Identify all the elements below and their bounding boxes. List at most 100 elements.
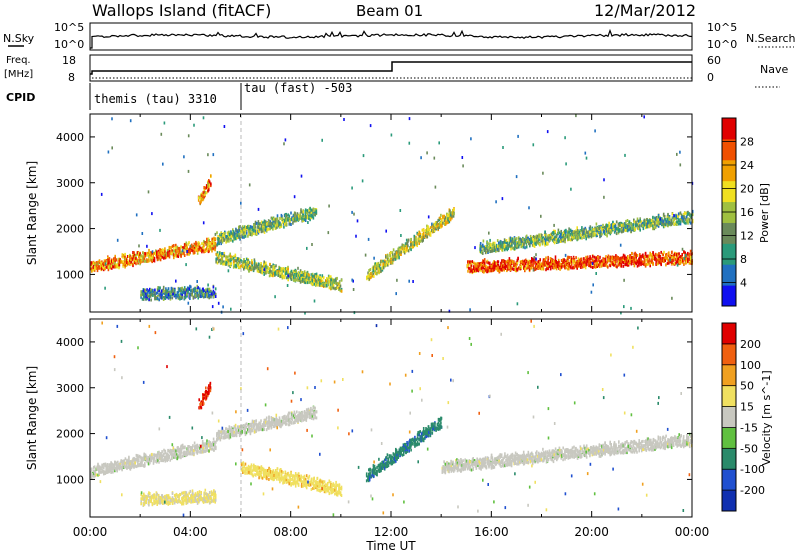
power-cell <box>615 260 617 264</box>
power-cell <box>312 207 315 211</box>
power-cell <box>605 263 607 267</box>
power-cell <box>619 260 622 264</box>
power-cell <box>615 232 618 236</box>
power-cell <box>627 263 630 267</box>
power-cell <box>471 270 474 274</box>
power-cell <box>681 253 683 256</box>
power-cell <box>603 259 605 262</box>
power-cell <box>410 243 412 247</box>
power-cell <box>533 261 535 265</box>
power-cell <box>315 282 318 286</box>
power-cell <box>589 264 591 267</box>
power-cell <box>622 222 625 226</box>
power-cell <box>676 260 678 264</box>
power-cell <box>619 264 622 268</box>
power-cell <box>217 257 219 260</box>
power-cell <box>560 265 563 269</box>
power-cell <box>483 259 485 263</box>
power-cell <box>219 258 222 262</box>
power-cell <box>547 262 549 266</box>
power-cell <box>668 259 670 263</box>
power-cell <box>607 224 609 228</box>
power-cell <box>296 214 299 218</box>
power-cell <box>630 262 633 266</box>
power-cell <box>513 241 515 245</box>
freq-unit: [MHz] <box>4 69 33 80</box>
power-cell <box>156 258 159 262</box>
power-cell <box>507 246 509 250</box>
power-cell <box>243 258 245 261</box>
power-cell <box>205 191 208 195</box>
power-cell <box>171 244 174 248</box>
power-cell <box>647 221 649 225</box>
power-cell <box>562 234 565 238</box>
beam-title: Beam 01 <box>356 2 423 20</box>
power-cell <box>490 265 493 269</box>
power-cell <box>596 227 599 231</box>
power-cell <box>596 228 599 232</box>
power-cell <box>531 237 534 241</box>
power-cell <box>583 260 585 264</box>
power-cell <box>218 242 220 245</box>
power-cell <box>321 279 324 283</box>
power-cell <box>317 283 319 287</box>
power-cell <box>380 269 382 273</box>
power-cell <box>547 260 549 264</box>
power-cell <box>653 256 656 260</box>
power-cell <box>309 218 311 222</box>
power-cell <box>578 231 581 235</box>
power-cell <box>520 265 523 269</box>
power-cell <box>480 261 483 265</box>
power-cell <box>119 259 121 263</box>
power-cell <box>261 265 263 269</box>
power-cell <box>635 253 637 257</box>
power-cell <box>479 245 482 249</box>
power-cell <box>666 216 669 219</box>
power-cell <box>484 245 487 249</box>
power-cell <box>656 218 658 222</box>
power-cell <box>513 262 515 266</box>
power-cell <box>338 287 341 290</box>
power-cell <box>392 254 395 258</box>
power-cell <box>230 258 233 262</box>
power-cell <box>550 237 553 241</box>
power-cell <box>183 243 186 247</box>
power-cell <box>647 262 649 266</box>
power-cell <box>145 259 148 263</box>
power-cell <box>269 227 271 231</box>
power-cell <box>593 263 596 267</box>
power-cell <box>318 276 320 280</box>
power-cell <box>580 229 582 233</box>
power-cell <box>558 239 561 243</box>
power-cell <box>95 266 98 270</box>
power-cell <box>496 244 499 248</box>
power-cell <box>562 231 565 234</box>
power-cell <box>514 244 517 248</box>
power-cell <box>188 252 190 256</box>
power-cell <box>300 215 302 219</box>
power-cell <box>269 225 271 228</box>
power-cell <box>546 237 548 241</box>
power-cell <box>168 247 171 251</box>
power-cell <box>300 210 302 214</box>
power-cell <box>599 232 601 236</box>
power-cell <box>304 281 307 285</box>
power-cell <box>267 266 270 270</box>
power-cell <box>287 213 289 217</box>
power-cell <box>629 258 631 262</box>
power-cell <box>242 265 244 269</box>
power-cell <box>510 239 512 243</box>
power-cell <box>295 278 297 282</box>
power-cell <box>547 267 549 271</box>
power-cell <box>92 262 95 266</box>
power-cell <box>126 263 128 267</box>
power-cell <box>649 253 651 257</box>
power-cell <box>484 251 487 255</box>
power-cell <box>254 226 257 230</box>
power-cell <box>240 264 242 268</box>
power-cell <box>530 239 533 243</box>
power-cell <box>207 182 209 186</box>
power-cell <box>573 235 576 239</box>
power-cell <box>244 230 247 234</box>
power-cell <box>579 236 582 240</box>
